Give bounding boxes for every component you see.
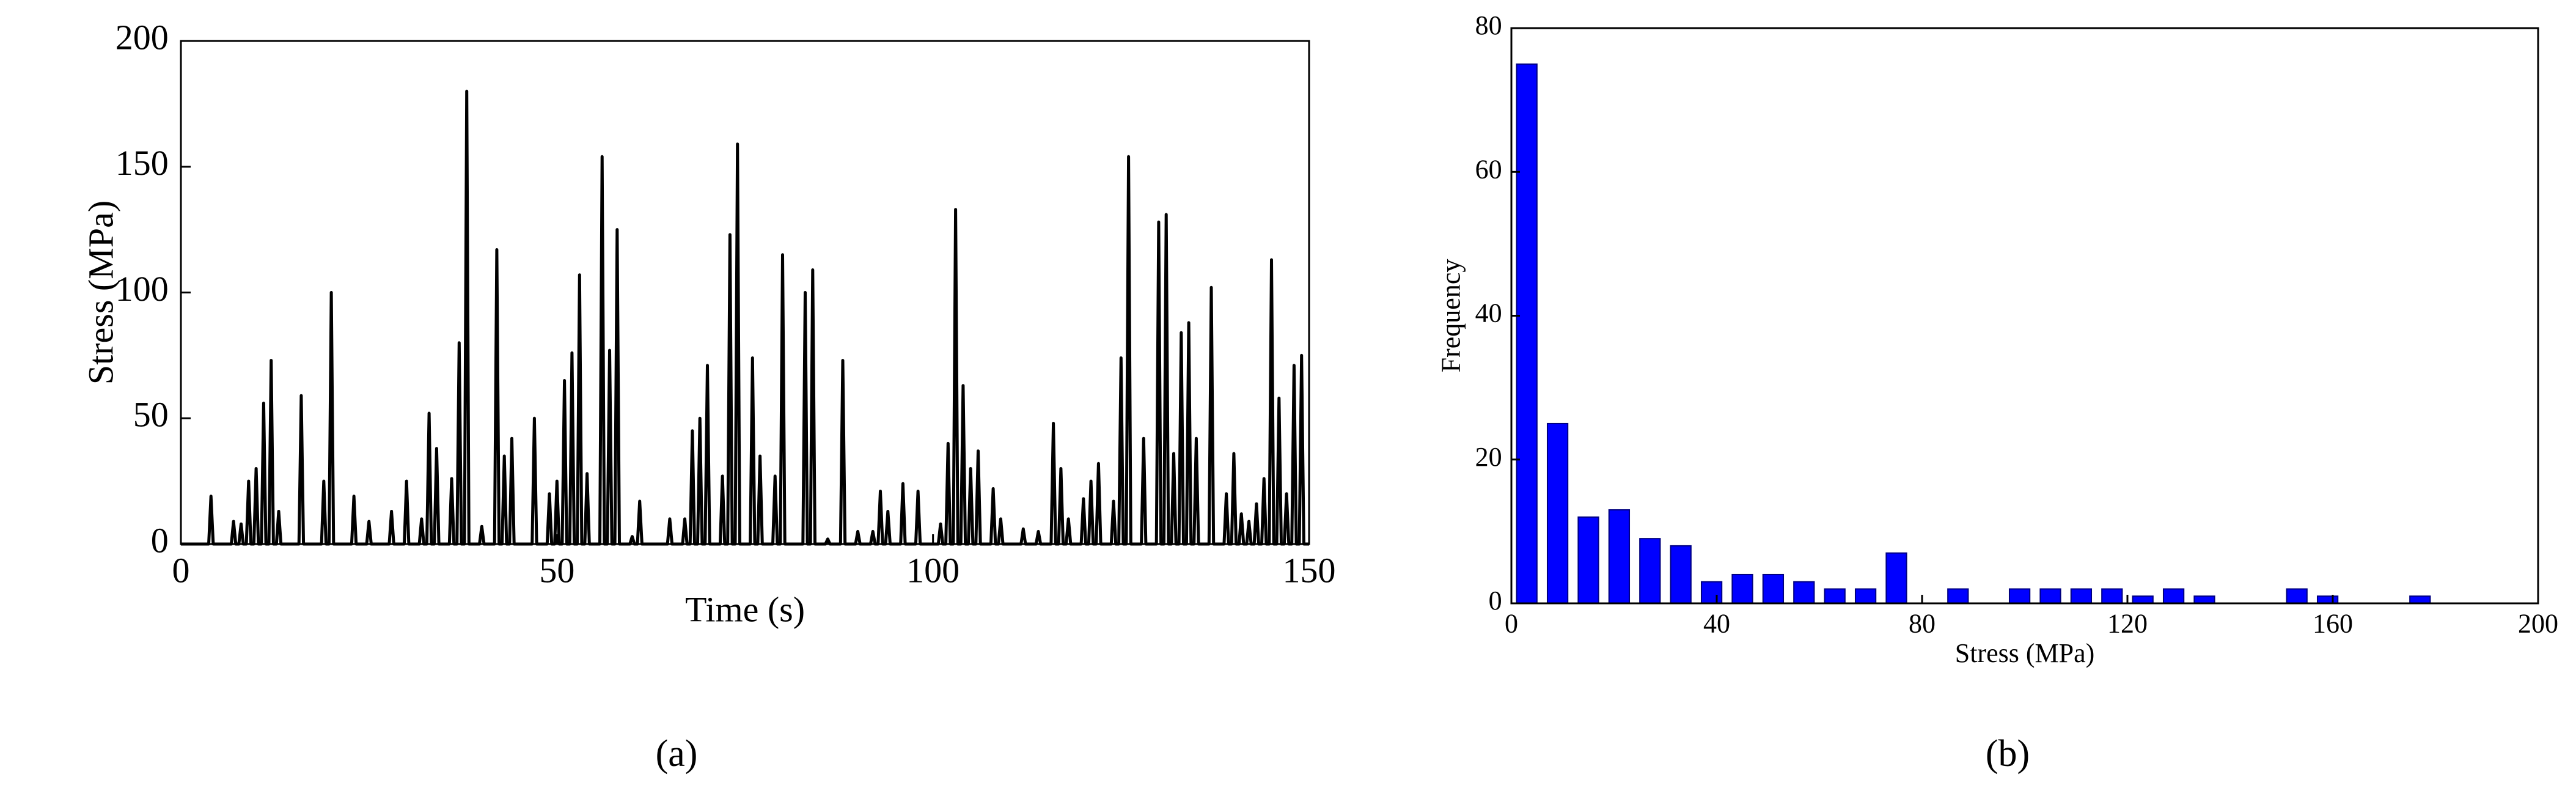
y-tick-label: 100 xyxy=(116,269,169,309)
histogram-bar xyxy=(2286,588,2308,604)
histogram-bar xyxy=(1762,573,1785,605)
x-tick-label: 0 xyxy=(1505,608,1518,638)
y-tick-label: 60 xyxy=(1475,154,1502,184)
histogram-bar xyxy=(1639,538,1661,605)
histogram-bar xyxy=(2409,595,2431,604)
y-tick-label: 0 xyxy=(151,520,169,560)
x-tick-label: 40 xyxy=(1703,608,1730,638)
stress-line xyxy=(181,89,1309,546)
x-tick-label: 120 xyxy=(2107,608,2148,638)
y-tick-label: 200 xyxy=(116,17,169,57)
histogram-bar xyxy=(1670,545,1692,605)
caption: (b) xyxy=(1986,733,2030,774)
plot-frame xyxy=(180,40,1310,545)
histogram-bar xyxy=(1854,588,1877,604)
x-tick-label: 100 xyxy=(906,551,960,590)
x-axis-label: Time (s) xyxy=(685,589,805,629)
histogram-bar xyxy=(2008,588,2031,604)
y-axis-label: Stress (MPa) xyxy=(81,201,121,384)
histogram-bar xyxy=(1608,509,1631,605)
x-tick-label: 200 xyxy=(2518,608,2558,638)
histogram-bar xyxy=(1947,588,1969,604)
x-tick-label: 50 xyxy=(539,551,574,590)
y-axis-label: Frequency xyxy=(1436,259,1466,373)
y-tick-label: 80 xyxy=(1475,10,1502,40)
histogram-bar xyxy=(1516,63,1538,604)
histogram-bar xyxy=(1731,573,1753,605)
x-tick-label: 80 xyxy=(1909,608,1936,638)
histogram-bar xyxy=(2132,595,2154,604)
y-tick-label: 0 xyxy=(1489,586,1502,616)
x-tick-label: 0 xyxy=(172,551,190,590)
histogram-bar xyxy=(2039,588,2061,604)
y-tick-label: 40 xyxy=(1475,298,1502,328)
histogram-bar xyxy=(2162,588,2185,604)
histogram-bar xyxy=(2193,595,2215,604)
histogram-bar xyxy=(1793,581,1815,605)
histogram-bar xyxy=(2070,588,2093,604)
histogram-bar xyxy=(1824,588,1846,604)
histogram-bar xyxy=(1546,422,1569,604)
histogram-bar xyxy=(2101,588,2123,604)
caption: (a) xyxy=(656,733,698,774)
y-tick-label: 50 xyxy=(133,395,169,435)
y-tick-label: 150 xyxy=(116,143,169,183)
histogram-bar xyxy=(2316,595,2339,604)
plot-frame xyxy=(1510,27,2539,605)
histogram-bar xyxy=(1700,581,1723,605)
y-tick-label: 20 xyxy=(1475,442,1502,472)
x-tick-label: 160 xyxy=(2313,608,2353,638)
histogram-bar xyxy=(1577,516,1599,604)
x-tick-label: 150 xyxy=(1283,551,1336,590)
x-axis-label: Stress (MPa) xyxy=(1955,638,2095,668)
histogram-bar xyxy=(1885,552,1907,604)
